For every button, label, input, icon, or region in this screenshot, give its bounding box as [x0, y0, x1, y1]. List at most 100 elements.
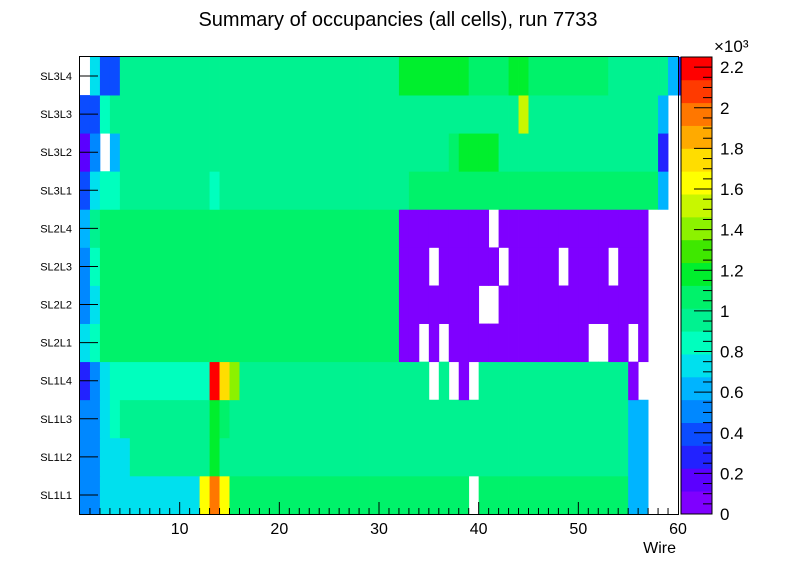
heatmap-cell	[498, 171, 509, 210]
heatmap-cell	[129, 57, 141, 96]
heatmap-cell	[618, 285, 629, 324]
heatmap-cell	[528, 323, 539, 363]
heatmap-cell	[418, 247, 430, 286]
heatmap-cell	[179, 247, 191, 286]
heatmap-cell	[209, 361, 220, 401]
heatmap-cell	[398, 57, 410, 96]
heatmap-cell	[438, 209, 450, 248]
heatmap-cell	[349, 57, 360, 96]
heatmap-cell	[159, 57, 171, 96]
heatmap-cell	[518, 323, 529, 363]
heatmap-cell	[229, 57, 240, 96]
heatmap-cell	[359, 171, 370, 210]
heatmap-cell	[538, 285, 549, 324]
heatmap-cell	[458, 133, 470, 172]
heatmap-cell	[159, 171, 171, 210]
x-tick-label: 60	[669, 521, 687, 538]
y-tick-label: SL2L4	[40, 223, 72, 235]
heatmap-cell	[349, 171, 360, 210]
heatmap-cell	[498, 57, 509, 96]
heatmap-cell	[418, 95, 430, 134]
heatmap-cell	[149, 209, 161, 248]
heatmap-cell	[448, 95, 460, 134]
heatmap-cell	[538, 171, 549, 210]
heatmap-cell	[219, 247, 230, 286]
heatmap-cell	[398, 437, 410, 477]
heatmap-cell	[189, 361, 200, 401]
heatmap-cell	[349, 133, 360, 172]
heatmap-cell	[119, 133, 131, 172]
heatmap-cell	[279, 171, 290, 210]
heatmap-cell	[638, 247, 649, 286]
heatmap-cell	[369, 437, 380, 477]
color-scale-multiplier: ×10³	[714, 37, 749, 56]
heatmap-cell	[319, 399, 330, 439]
heatmap-cell	[448, 57, 460, 96]
heatmap-cell	[608, 95, 619, 134]
heatmap-cell	[638, 399, 649, 439]
heatmap-cell	[518, 399, 529, 439]
heatmap-cell	[139, 247, 151, 286]
heatmap-cell	[189, 247, 200, 286]
color-scale-swatch	[681, 445, 712, 469]
y-axis: SL1L1 SL1L2 SL1L3 SL1L4 SL2L1 SL2L2 SL2L3 SL2L4…	[40, 71, 98, 502]
heatmap-cell	[349, 361, 360, 401]
heatmap-cell	[139, 95, 151, 134]
heatmap-cell	[179, 399, 191, 439]
heatmap-cell	[388, 475, 400, 515]
heatmap-cell	[159, 361, 171, 401]
heatmap-cell	[139, 57, 151, 96]
heatmap-cell	[628, 133, 639, 172]
heatmap-cell	[488, 247, 499, 286]
heatmap-cell	[229, 437, 240, 477]
heatmap-cell	[468, 57, 480, 96]
heatmap-cell	[309, 323, 320, 363]
color-scale-swatch	[681, 148, 712, 172]
heatmap-cell	[249, 209, 260, 248]
heatmap-cell	[438, 285, 450, 324]
heatmap-cell	[329, 361, 340, 401]
color-scale-swatch	[681, 102, 712, 126]
x-tick-label: 30	[370, 521, 388, 538]
heatmap-cell	[149, 399, 161, 439]
heatmap-cell	[498, 133, 509, 172]
z-tick-label: 1	[720, 302, 729, 321]
heatmap-cell	[648, 171, 659, 210]
heatmap-cell	[658, 133, 669, 172]
heatmap-cell	[568, 285, 579, 324]
heatmap-cell	[259, 57, 270, 96]
heatmap-cell	[658, 95, 669, 134]
heatmap-cell	[329, 95, 340, 134]
heatmap-cell	[249, 247, 260, 286]
heatmap-cell	[518, 285, 529, 324]
heatmap-cell	[428, 323, 440, 363]
heatmap-cell	[189, 437, 200, 477]
heatmap-cell	[309, 475, 320, 515]
heatmap-cell	[518, 475, 529, 515]
heatmap-cell	[638, 57, 649, 96]
heatmap-cell	[608, 437, 619, 477]
heatmap-cell	[438, 171, 450, 210]
heatmap-cell	[418, 285, 430, 324]
heatmap-cell	[99, 247, 111, 286]
heatmap-cell	[638, 475, 649, 515]
heatmap-cell	[369, 133, 380, 172]
heatmap-cell	[269, 171, 280, 210]
heatmap-cell	[249, 95, 260, 134]
heatmap-cell	[99, 323, 111, 363]
heatmap-cell	[239, 57, 250, 96]
heatmap-cell	[618, 437, 629, 477]
heatmap-cell	[498, 475, 509, 515]
heatmap-cell	[259, 323, 270, 363]
heatmap-cell	[229, 323, 240, 363]
heatmap-cell	[349, 209, 360, 248]
heatmap-cell	[379, 171, 390, 210]
heatmap-cell	[418, 171, 430, 210]
heatmap-cell	[209, 57, 220, 96]
heatmap-cell	[558, 475, 569, 515]
heatmap-cell	[488, 399, 499, 439]
heatmap-cell	[398, 399, 410, 439]
heatmap-cell	[408, 399, 420, 439]
z-tick-label: 1.2	[720, 261, 744, 280]
heatmap-cell	[199, 57, 210, 96]
